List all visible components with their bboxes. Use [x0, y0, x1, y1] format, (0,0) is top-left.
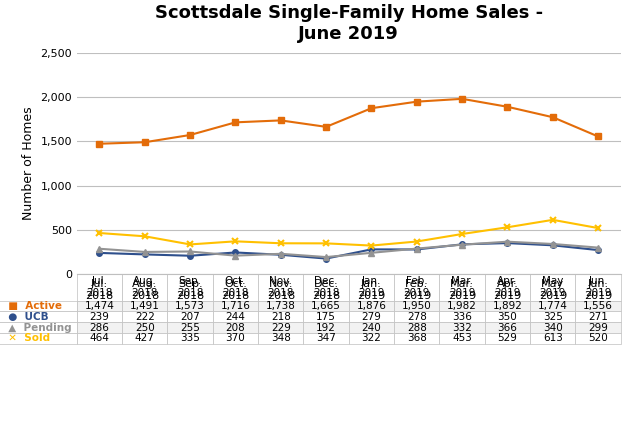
Y-axis label: Number of Homes: Number of Homes	[22, 107, 35, 221]
Active	[367, 106, 375, 111]
Active	[141, 140, 148, 145]
Pending	[413, 246, 420, 251]
Pending	[186, 249, 194, 254]
Sold	[277, 240, 285, 246]
Pending	[549, 241, 557, 247]
Pending	[141, 249, 148, 255]
Title: Scottsdale Single-Family Home Sales -
June 2019: Scottsdale Single-Family Home Sales - Ju…	[155, 4, 543, 43]
UCB	[232, 250, 239, 255]
Active	[504, 104, 511, 110]
Sold	[549, 217, 557, 222]
UCB	[413, 247, 420, 252]
Sold	[458, 231, 466, 236]
Active	[232, 120, 239, 125]
Sold	[186, 242, 194, 247]
Sold	[141, 234, 148, 239]
Sold	[367, 243, 375, 248]
Line: Active: Active	[97, 96, 601, 146]
UCB	[277, 252, 285, 257]
Pending	[95, 246, 103, 251]
Pending	[595, 245, 602, 250]
UCB	[458, 242, 466, 247]
Pending	[232, 253, 239, 258]
Sold	[413, 239, 420, 244]
UCB	[141, 252, 148, 257]
UCB	[323, 256, 330, 261]
Active	[413, 99, 420, 104]
Active	[458, 96, 466, 102]
Pending	[323, 255, 330, 260]
Active	[549, 114, 557, 120]
Sold	[323, 241, 330, 246]
Pending	[277, 251, 285, 256]
UCB	[367, 247, 375, 252]
Pending	[367, 250, 375, 255]
UCB	[504, 240, 511, 246]
Active	[186, 132, 194, 137]
Line: Sold: Sold	[96, 217, 602, 249]
Line: UCB: UCB	[97, 240, 601, 261]
UCB	[186, 253, 194, 259]
Sold	[595, 225, 602, 231]
Active	[323, 124, 330, 130]
UCB	[95, 250, 103, 255]
Sold	[232, 239, 239, 244]
Pending	[458, 242, 466, 248]
Sold	[504, 225, 511, 230]
Active	[95, 141, 103, 146]
Active	[595, 134, 602, 139]
Pending	[504, 239, 511, 244]
Line: Pending: Pending	[97, 239, 601, 260]
UCB	[595, 248, 602, 253]
UCB	[549, 243, 557, 248]
Sold	[95, 230, 103, 236]
Active	[277, 118, 285, 123]
